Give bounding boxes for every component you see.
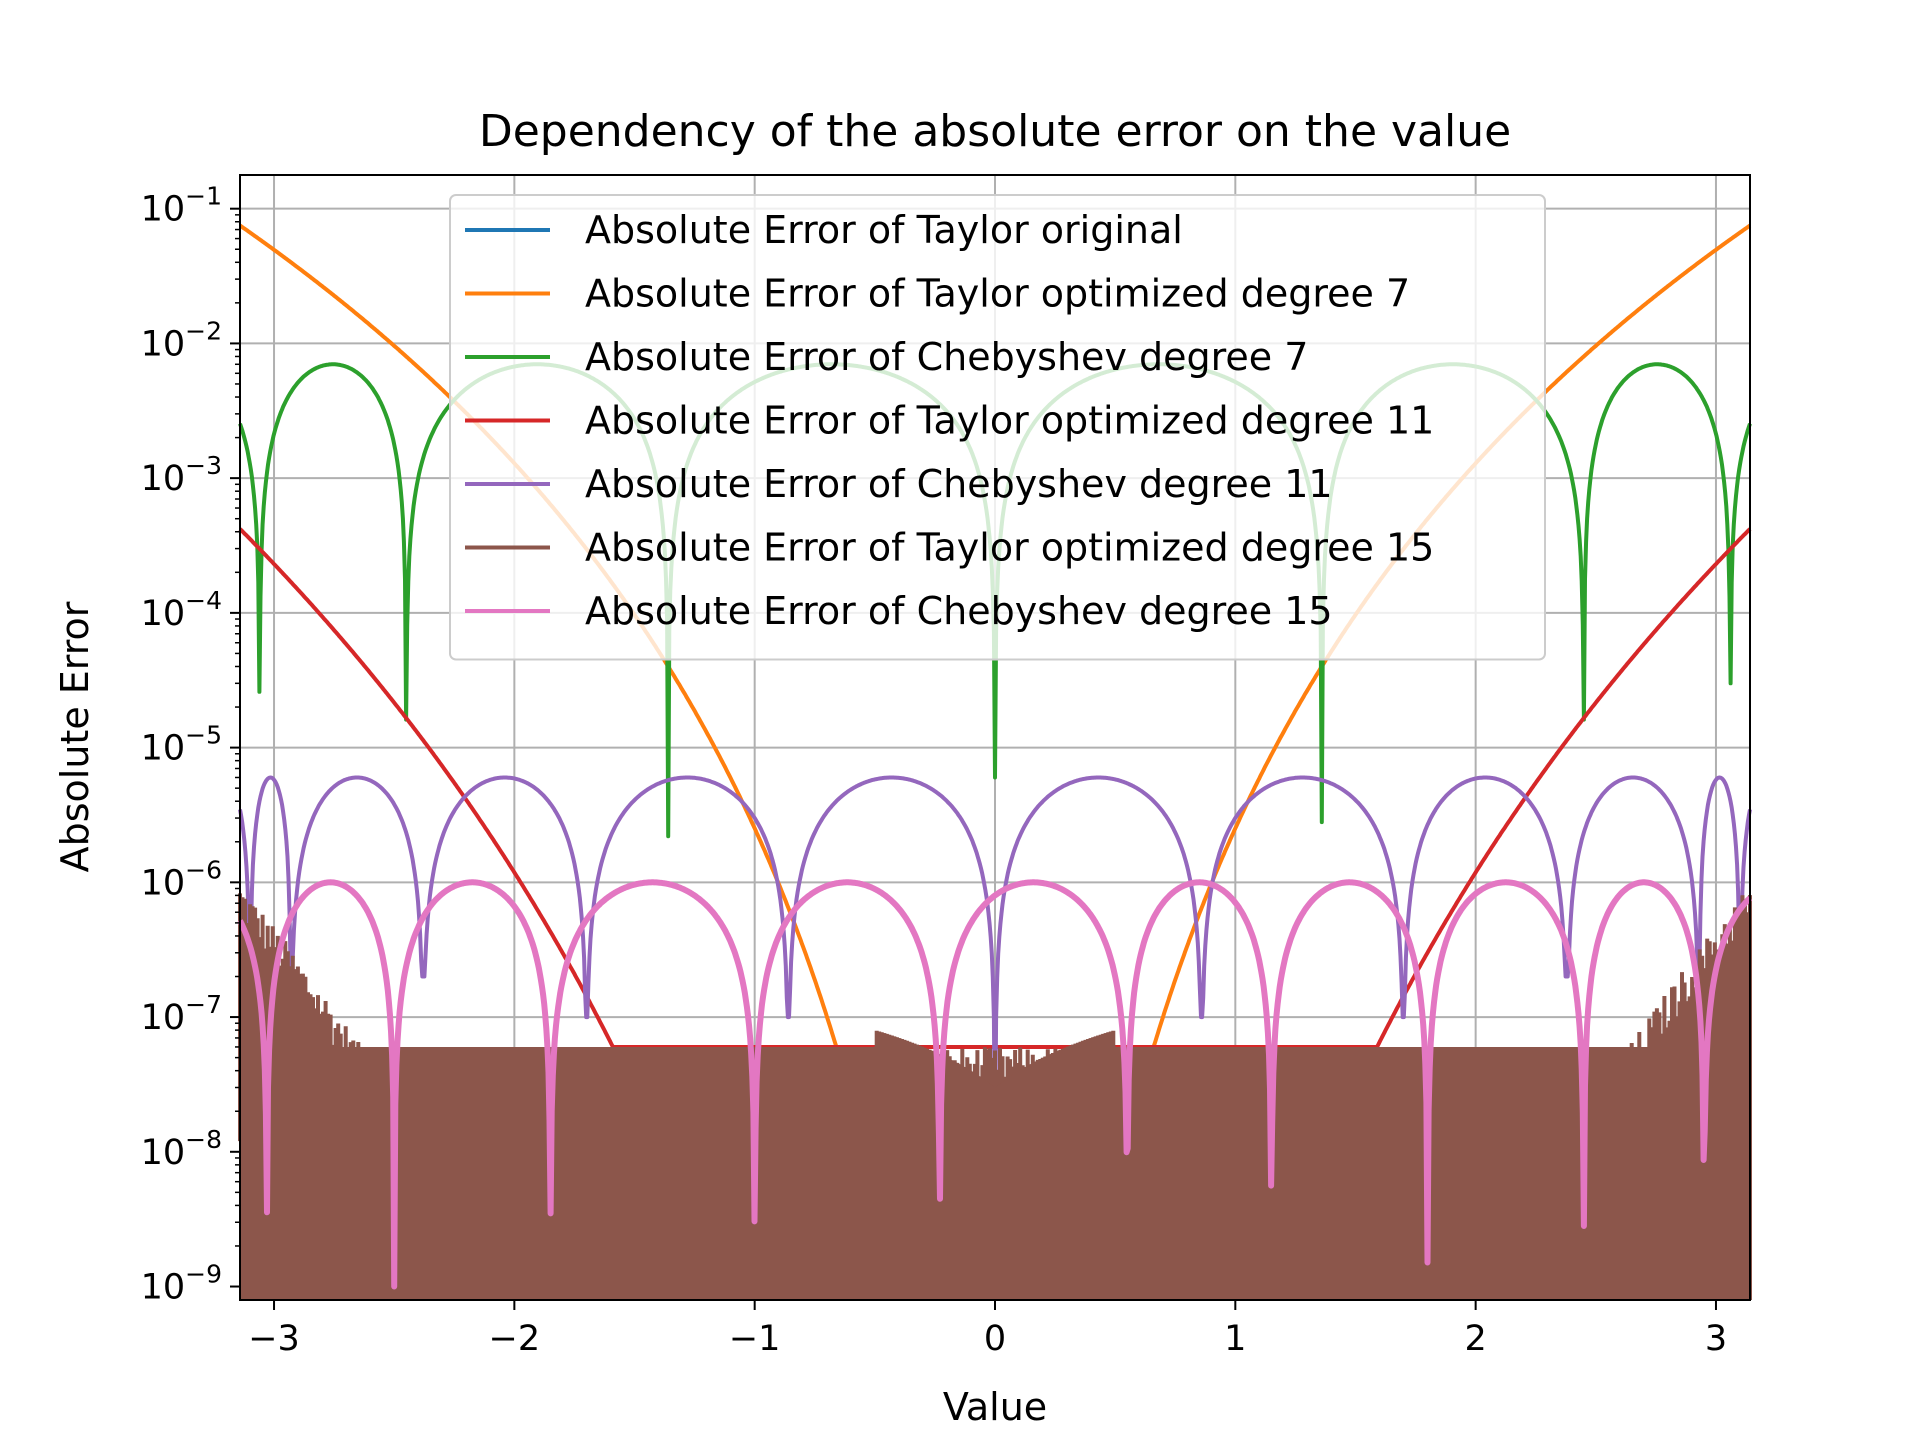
x-tick-label: 0	[984, 1319, 1006, 1359]
x-tick-label: −1	[729, 1319, 781, 1359]
y-tick-label: 10−3	[141, 451, 222, 499]
x-tick-label: 2	[1465, 1319, 1487, 1359]
x-tick-label: 3	[1705, 1319, 1727, 1359]
legend-label: Absolute Error of Taylor optimized degre…	[585, 399, 1434, 443]
x-tick-label: 1	[1224, 1319, 1246, 1359]
legend-label: Absolute Error of Chebyshev degree 7	[585, 335, 1308, 379]
legend-label: Absolute Error of Taylor optimized degre…	[585, 272, 1410, 316]
chart-title: Dependency of the absolute error on the …	[479, 106, 1511, 157]
y-tick-label: 10−8	[141, 1125, 222, 1173]
y-tick-label: 10−9	[141, 1260, 222, 1308]
x-tick-label: −2	[489, 1319, 541, 1359]
y-tick-label: 10−6	[141, 855, 222, 903]
legend-box	[449, 194, 1546, 661]
legend-label: Absolute Error of Taylor original	[585, 208, 1183, 252]
y-tick-label: 10−1	[141, 182, 222, 230]
series-fill-5	[240, 1032, 1750, 1300]
y-axis-label: Absolute Error	[53, 601, 97, 872]
ticks: −3 −2 −1 0 1 2 3 10−9 10−8 10−7 10−6 10−5 10−4 10−3 10…	[141, 182, 1728, 1359]
x-tick-label: −3	[248, 1319, 300, 1359]
legend: Absolute Error of Taylor original Absolut…	[449, 194, 1546, 661]
legend-label: Absolute Error of Taylor optimized degre…	[585, 526, 1434, 570]
y-tick-label: 10−7	[141, 990, 222, 1038]
x-axis-label: Value	[943, 1385, 1047, 1429]
y-tick-label: 10−2	[141, 316, 222, 364]
legend-label: Absolute Error of Chebyshev degree 11	[585, 462, 1333, 506]
legend-label: Absolute Error of Chebyshev degree 15	[585, 589, 1333, 633]
y-tick-label: 10−4	[141, 586, 222, 634]
series-line-6	[237, 879, 1753, 1290]
y-tick-label: 10−5	[141, 721, 222, 769]
